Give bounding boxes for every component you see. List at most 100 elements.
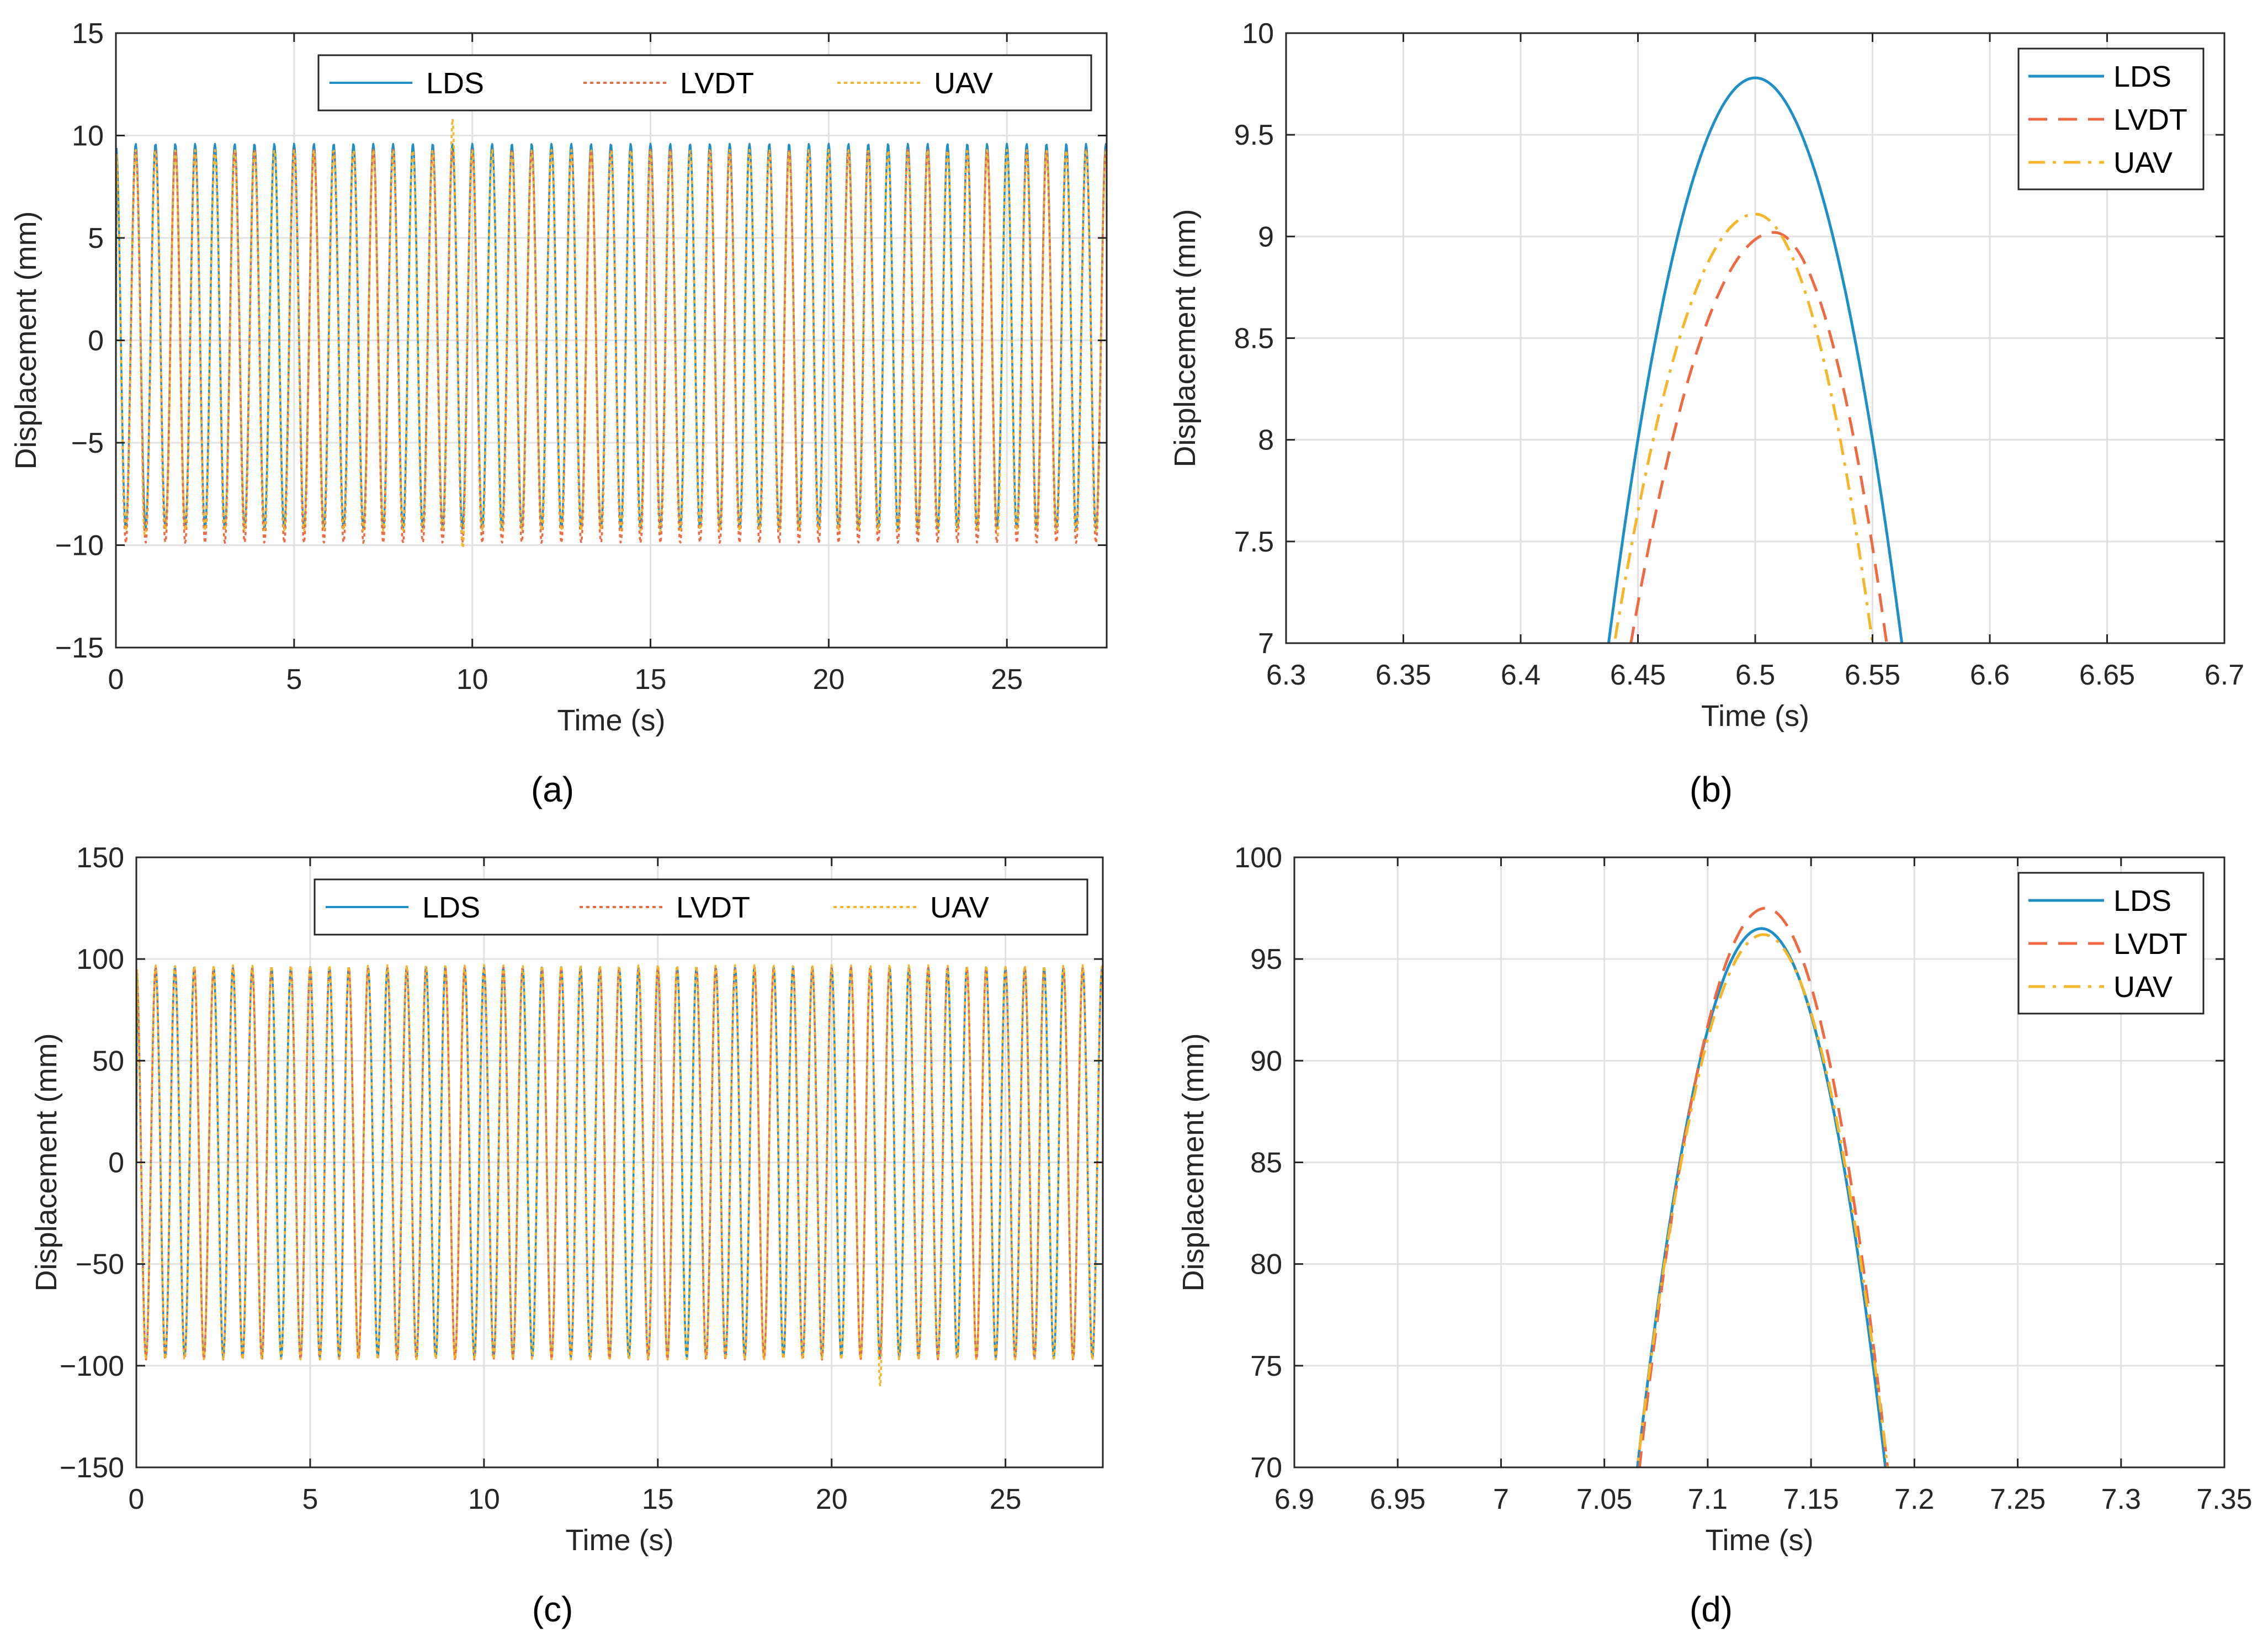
legend: LDS LVDT UAV [2017,872,2205,1015]
legend-label-uav: UAV [2113,971,2173,1004]
series-line-lvdt [1629,231,1888,643]
y-tick-label: 10 [1242,18,1274,50]
x-axis-label: Time (s) [566,1524,674,1557]
x-tick-label: 0 [108,664,124,696]
x-tick-label: 7 [1493,1483,1509,1515]
x-tick-label: 6.9 [1274,1483,1314,1515]
legend-label-uav: UAV [930,891,989,924]
panel-label-b: (b) [1690,770,1733,809]
ticks: 6.9 6.95 7 7.05 7.1 7.15 7.2 7.25 7.3 7.35 70 75 80 8… [1234,842,2252,1515]
x-tick-label: 7.25 [1990,1483,2046,1515]
x-tick-label: 15 [642,1483,674,1515]
y-tick-label: −150 [60,1452,124,1484]
legend-label-uav: UAV [2113,146,2173,179]
y-tick-label: −5 [71,427,104,459]
series-group [136,963,1103,1387]
y-tick-label: 10 [72,120,104,152]
legend-box [314,878,1088,936]
x-axis-label: Time (s) [1701,699,1809,733]
legend: LDS LVDT UAV [314,878,1088,936]
y-tick-label: 0 [108,1147,124,1179]
y-tick-label: 9.5 [1234,119,1274,151]
x-tick-label: 6.45 [1610,659,1666,691]
y-tick-label: 50 [92,1045,124,1077]
legend-label-lvdt: LVDT [680,67,754,100]
x-axis-label: Time (s) [557,704,666,737]
series-line-lds [1607,76,1904,643]
x-tick-label: 6.6 [1970,659,2010,691]
y-axis-label: Displacement (mm) [30,1033,63,1291]
y-axis-label: Displacement (mm) [1177,1033,1210,1291]
y-tick-label: 7 [1258,628,1274,660]
y-tick-label: 90 [1250,1045,1282,1077]
legend-label-lvdt: LVDT [676,891,750,924]
x-tick-label: 7.05 [1576,1483,1632,1515]
legend-label-lvdt: LVDT [2113,103,2187,136]
panel-label-d: (d) [1690,1589,1733,1629]
x-tick-label: 6.35 [1375,659,1431,691]
y-tick-label: 85 [1250,1147,1282,1179]
x-tick-label: 10 [456,664,488,696]
x-tick-label: 5 [302,1483,318,1515]
panel-label-a: (a) [531,770,574,809]
y-tick-label: −10 [55,530,104,562]
y-tick-label: 75 [1250,1350,1282,1382]
y-tick-label: 7.5 [1234,526,1274,558]
series-line-uav [1636,933,1889,1467]
x-tick-label: 6.95 [1370,1483,1426,1515]
chart-d: 6.9 6.95 7 7.05 7.1 7.15 7.2 7.25 7.3 7.35 70 75 80 8… [1177,842,2253,1557]
x-tick-label: 7.1 [1688,1483,1728,1515]
y-tick-label: 100 [1234,842,1282,874]
y-tick-label: 8 [1258,425,1274,457]
legend-label-uav: UAV [934,67,993,100]
ticks: 6.3 6.35 6.4 6.45 6.5 6.55 6.6 6.65 6.7 7 7.5 8 8.5 9… [1234,18,2244,691]
y-tick-label: 100 [76,943,124,975]
legend-label-lds: LDS [422,891,480,924]
y-axis-label: Displacement (mm) [1168,209,1202,467]
x-tick-label: 6.55 [1845,659,1900,691]
x-tick-label: 25 [991,664,1023,696]
chart-c: 0 5 10 15 20 25 −150 −100 −50 0 50 100 150 Time (s) Di… [30,842,1104,1557]
y-tick-label: 80 [1250,1249,1282,1281]
x-tick-label: 5 [286,664,302,696]
x-axis-label: Time (s) [1706,1524,1814,1557]
ticks: 0 5 10 15 20 25 −15 −10 −5 0 5 10 15 [55,18,1107,696]
series-line-lds [1636,927,1887,1467]
legend-label-lds: LDS [426,67,484,100]
legend-box [2017,872,2205,1015]
series-group [1607,76,1904,643]
y-tick-label: 15 [72,18,104,50]
series-line-uav [136,963,1103,1387]
y-tick-label: 150 [76,842,124,874]
legend-label-lds: LDS [2113,884,2171,918]
series-line-uav [1613,213,1874,643]
y-tick-label: −50 [76,1249,124,1281]
legend: LDS LVDT UAV [317,54,1092,112]
x-tick-label: 6.4 [1501,659,1541,691]
series-line-uav [116,118,1107,549]
series-group [1636,906,1889,1467]
panel-label-c: (c) [532,1589,573,1629]
series-group [116,118,1107,549]
legend: LDS LVDT UAV [2017,47,2205,190]
y-tick-label: 5 [88,222,104,254]
y-tick-label: 70 [1250,1452,1282,1484]
y-tick-label: −100 [60,1350,124,1382]
ticks: 0 5 10 15 20 25 −150 −100 −50 0 50 100 150 [60,842,1103,1515]
y-axis-label: Displacement (mm) [9,211,43,469]
x-tick-label: 0 [129,1483,145,1515]
x-tick-label: 6.65 [2079,659,2135,691]
legend-box [2017,47,2205,190]
x-tick-label: 6.7 [2205,659,2244,691]
x-tick-label: 15 [635,664,667,696]
x-tick-label: 25 [990,1483,1022,1515]
y-tick-label: 8.5 [1234,323,1274,355]
chart-a: 0 5 10 15 20 25 −15 −10 −5 0 5 10 15 Time (s) Displace… [9,18,1108,737]
x-tick-label: 20 [816,1483,848,1515]
x-tick-label: 7.35 [2196,1483,2252,1515]
x-tick-label: 10 [468,1483,500,1515]
y-tick-label: 0 [88,325,104,357]
x-tick-label: 7.15 [1783,1483,1839,1515]
